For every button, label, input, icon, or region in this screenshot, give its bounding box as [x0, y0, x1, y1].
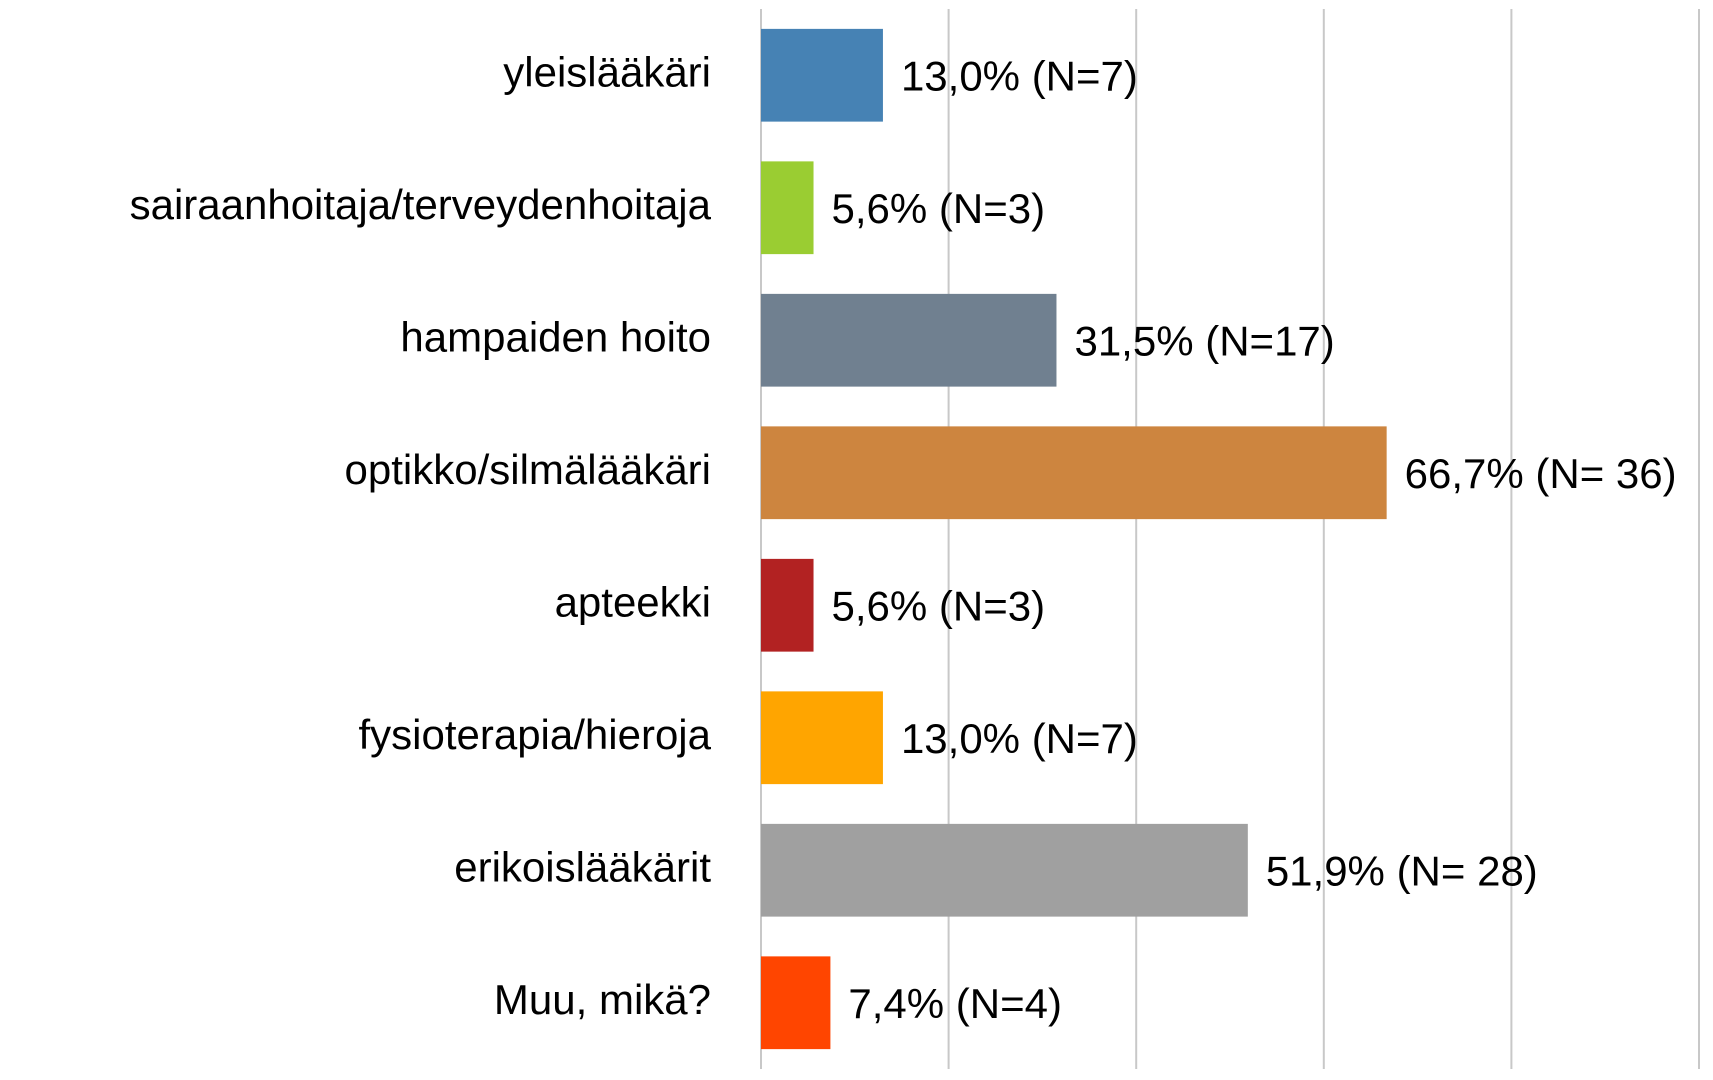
- bar: [761, 426, 1387, 520]
- bar: [761, 691, 883, 785]
- data-label: 66,7% (N= 36): [1405, 450, 1677, 497]
- y-tick-label: erikoislääkärit: [454, 843, 711, 890]
- bar: [761, 823, 1248, 917]
- data-label: 51,9% (N= 28): [1266, 847, 1538, 894]
- y-tick-label: yleislääkäri: [503, 48, 711, 95]
- y-tick-label: optikko/silmälääkäri: [345, 446, 711, 493]
- y-tick-label: fysioterapia/hieroja: [358, 711, 711, 758]
- data-label: 13,0% (N=7): [901, 52, 1138, 99]
- bar: [761, 161, 814, 255]
- bar: [761, 28, 883, 122]
- data-label: 13,0% (N=7): [901, 715, 1138, 762]
- data-label: 5,6% (N=3): [832, 582, 1046, 629]
- y-tick-label: sairaanhoitaja/terveydenhoitaja: [130, 181, 712, 228]
- y-tick-label: hampaiden hoito: [400, 313, 711, 360]
- data-label: 5,6% (N=3): [832, 185, 1046, 232]
- data-label: 31,5% (N=17): [1074, 317, 1334, 364]
- bar: [761, 956, 831, 1050]
- y-tick-label: apteekki: [555, 578, 711, 625]
- bar: [761, 558, 814, 652]
- y-tick-label: Muu, mikä?: [494, 976, 711, 1023]
- data-label: 7,4% (N=4): [848, 980, 1062, 1027]
- bar: [761, 293, 1057, 387]
